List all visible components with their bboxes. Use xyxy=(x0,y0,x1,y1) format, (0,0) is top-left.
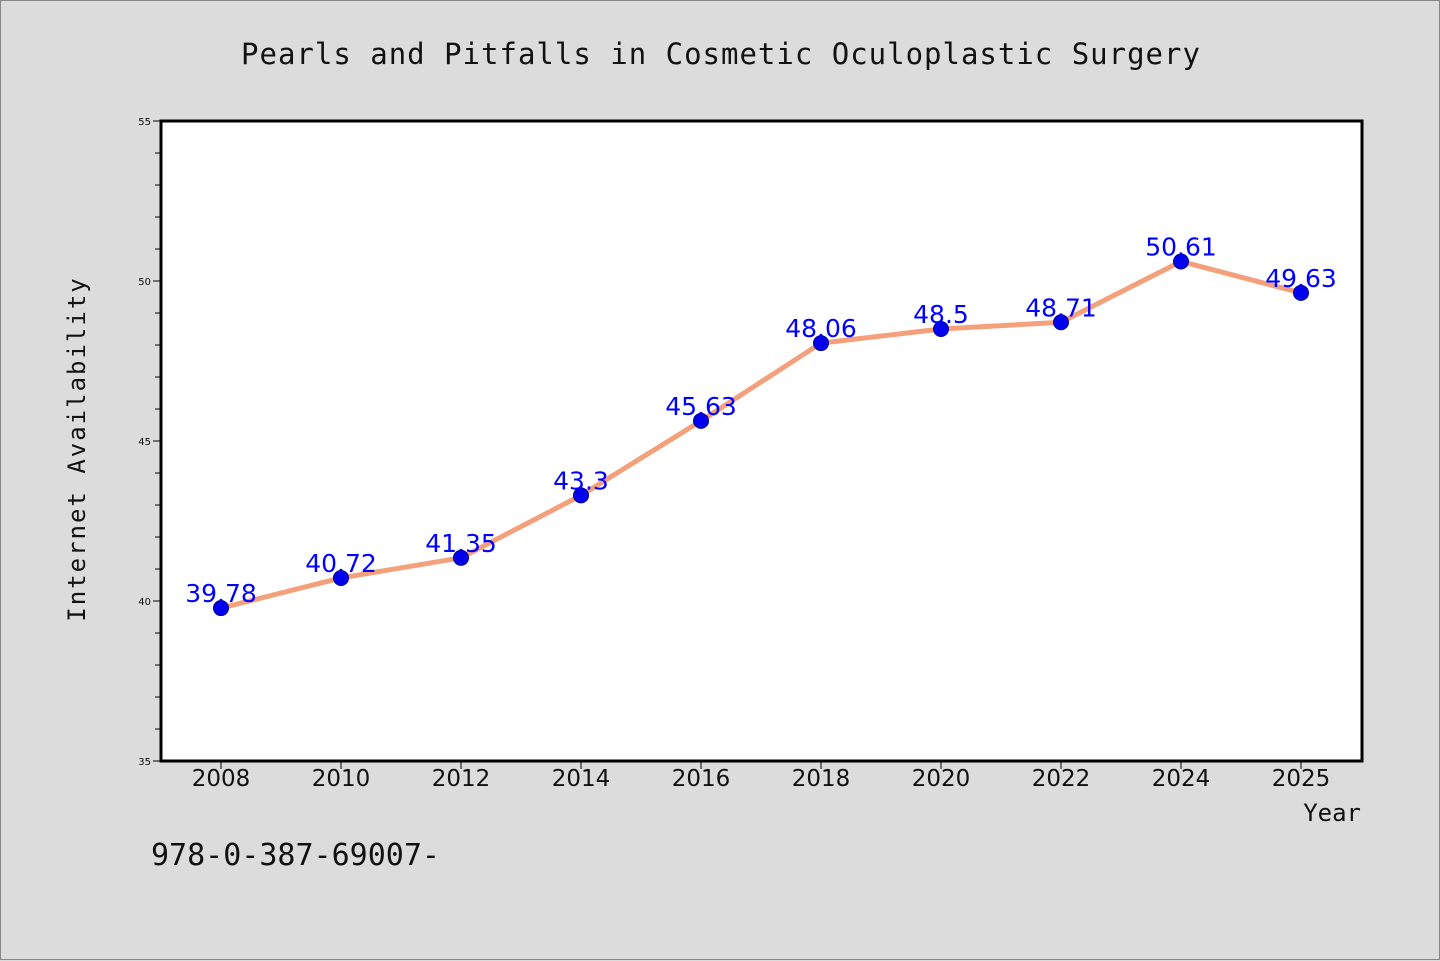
data-label: 40.72 xyxy=(305,549,377,578)
x-tick-label: 2025 xyxy=(1272,766,1331,792)
data-point-marker xyxy=(1173,253,1189,270)
data-point-marker xyxy=(933,321,949,337)
data-point-marker xyxy=(1293,284,1309,301)
x-axis-label: Year xyxy=(1303,799,1361,827)
data-point-marker xyxy=(693,412,709,429)
x-tick-label: 2012 xyxy=(432,766,491,792)
data-label: 49.63 xyxy=(1265,264,1337,293)
x-tick-label: 2014 xyxy=(552,766,611,792)
y-tick-label: 50 xyxy=(138,277,151,288)
x-axis: 2008 2010 2012 2014 2016 2018 2020 2022 2024 2025 xyxy=(192,761,1331,792)
plot-area xyxy=(159,119,1364,763)
data-label: 41.35 xyxy=(425,529,497,558)
y-tick-label: 45 xyxy=(138,437,151,448)
footer-isbn: 978-0-387-69007- xyxy=(151,838,440,873)
x-tick-label: 2010 xyxy=(312,766,371,792)
data-point-marker xyxy=(453,549,469,566)
data-label: 48.06 xyxy=(785,314,857,343)
x-tick-label: 2016 xyxy=(672,766,731,792)
data-label: 50.61 xyxy=(1145,232,1217,261)
data-point-marker xyxy=(213,600,229,617)
x-tick-label: 2020 xyxy=(912,766,971,792)
series-line xyxy=(213,253,1309,617)
series-polyline xyxy=(218,258,1304,611)
y-tick-label: 55 xyxy=(138,117,151,128)
chart-title: Pearls and Pitfalls in Cosmetic Oculopla… xyxy=(241,37,1201,71)
data-label: 43.3 xyxy=(553,466,609,495)
y-axis: 35 40 45 50 55 xyxy=(138,117,161,768)
y-axis-label: Internet Availability xyxy=(63,276,91,621)
data-point-marker xyxy=(333,569,349,586)
data-point-marker xyxy=(573,487,589,504)
data-label: 39.78 xyxy=(185,579,257,608)
data-point-marker xyxy=(813,335,829,352)
x-tick-label: 2008 xyxy=(192,766,251,792)
data-label: 48.5 xyxy=(913,300,969,329)
x-tick-label: 2018 xyxy=(792,766,851,792)
data-label: 45.63 xyxy=(665,392,737,421)
x-tick-label: 2022 xyxy=(1032,766,1091,792)
y-tick-label: 35 xyxy=(138,757,151,768)
y-tick-label: 40 xyxy=(138,597,151,608)
data-label: 48.71 xyxy=(1025,293,1097,322)
data-point-marker xyxy=(1053,314,1069,331)
x-tick-label: 2024 xyxy=(1152,766,1211,792)
data-labels: 39.78 40.72 41.35 43.3 45.63 48.06 48.5 48.71 50… xyxy=(185,232,1337,608)
